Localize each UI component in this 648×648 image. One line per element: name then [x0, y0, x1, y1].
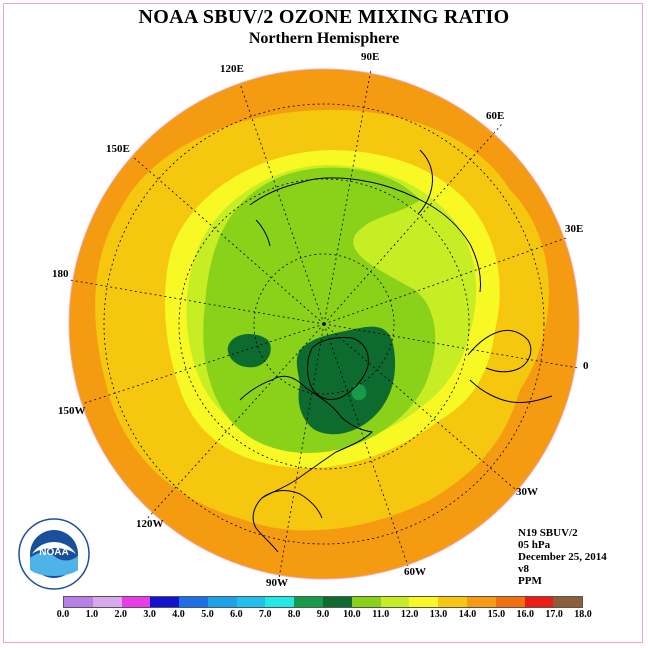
date-label: December 25, 2014: [518, 551, 607, 563]
legend-tick-label: 13.0: [429, 609, 448, 620]
legend-swatch-13: [438, 597, 467, 607]
legend-swatch-10: [351, 597, 381, 607]
lon-label-90w: 90W: [266, 577, 288, 589]
lon-label-60w: 60W: [404, 566, 426, 578]
ozone-high-aleutian: [227, 334, 271, 368]
legend-swatch-12: [409, 597, 439, 607]
meridian-120w: [145, 323, 325, 521]
legend-swatch-0: [64, 597, 93, 607]
legend-swatch-2: [121, 597, 151, 607]
latitude-circle-30n: [178, 178, 470, 470]
legend-tick-label: 7.0: [258, 609, 272, 620]
logo-gull: [32, 542, 76, 554]
meridian-90e: [323, 68, 372, 325]
legend-swatch-17: [553, 597, 583, 607]
pressure-label: 05 hPa: [518, 539, 551, 551]
legend-swatch-5: [207, 597, 237, 607]
legend-swatch-14: [466, 597, 496, 607]
legend-tick-label: 6.0: [230, 609, 243, 620]
lon-label-150e: 150E: [106, 143, 130, 155]
legend-swatch-8: [294, 597, 324, 607]
info-block: N19 SBUV/2 05 hPa December 25, 2014 v8 P…: [518, 527, 607, 587]
asia-coast: [249, 177, 481, 293]
legend-tick-label: 12.0: [400, 609, 419, 620]
disk-border: [68, 68, 580, 580]
legend-tick-label: 10.0: [343, 609, 361, 620]
legend-tick-label: 18.0: [574, 609, 592, 620]
legend-tick-label: 3.0: [143, 609, 156, 620]
units-label: PPM: [518, 575, 542, 587]
logo-wave: [30, 552, 78, 576]
legend-swatch-9: [323, 597, 352, 607]
legend-tick-label: 15.0: [487, 609, 506, 620]
legend-tick-labels: 0.0 1.0 2.0 3.0 4.0 5.0 6.0 7.0 8.0 9.0 10.0 11.0 12…: [57, 609, 592, 623]
logo-text: NOAA: [39, 547, 68, 558]
map-frame: [3, 3, 643, 643]
lon-label-30e: 30E: [565, 223, 584, 235]
legend-tick-label: 8.0: [287, 609, 301, 620]
legend-tick-label: 14.0: [458, 609, 477, 620]
satellite-label: N19 SBUV/2: [518, 527, 578, 539]
india-coast: [417, 149, 433, 215]
color-legend: [63, 596, 583, 608]
legend-tick-label: 9.0: [316, 609, 330, 620]
legend-tick-label: 1.0: [85, 609, 99, 620]
legend-tick-label: 5.0: [201, 609, 214, 620]
legend-tick-label: 11.0: [372, 609, 390, 620]
legend-swatch-7: [265, 597, 295, 607]
lon-label-180: 180: [52, 268, 69, 280]
legend-tick-label: 17.0: [545, 609, 563, 620]
africa-coast: [469, 379, 553, 403]
gulf-coast: [261, 490, 323, 519]
lon-label-30w: 30W: [516, 486, 538, 498]
europe-coast: [467, 329, 532, 373]
legend-tick-label: 16.0: [516, 609, 534, 620]
lon-label-0: 0: [583, 360, 589, 372]
noaa-logo: NOAA: [18, 518, 90, 590]
legend-swatch-11: [380, 597, 410, 607]
meridian-30w: [323, 323, 517, 491]
legend-tick-label: 0.0: [56, 609, 70, 620]
meridian-120e: [239, 83, 325, 325]
legend-swatch-4: [179, 597, 208, 607]
lon-label-150w: 150W: [58, 405, 86, 417]
lon-label-120e: 120E: [220, 63, 244, 75]
legend-swatch-3: [150, 597, 180, 607]
latitude-circle-0: [103, 103, 545, 545]
legend-swatch-16: [524, 597, 554, 607]
map-subtitle: Northern Hemisphere: [248, 30, 400, 47]
lat-lon-grid: [69, 68, 579, 579]
legend-tick-label: 4.0: [172, 609, 185, 620]
ozone-high-inner: [351, 384, 367, 401]
continent-outlines: [239, 149, 553, 553]
version-label: v8: [518, 563, 529, 575]
legend-tick-label: 2.0: [114, 609, 128, 620]
legend-swatch-1: [92, 597, 122, 607]
ozone-high-polar: [296, 326, 396, 435]
legend-swatch-6: [236, 597, 266, 607]
lon-label-90e: 90E: [361, 51, 380, 63]
lon-label-120w: 120W: [136, 518, 164, 530]
map-title: NOAA SBUV/2 OZONE MIXING RATIO: [138, 6, 510, 28]
greenland-coast: [307, 337, 369, 401]
japan-coast: [255, 219, 271, 247]
latitude-circle-60n: [253, 253, 395, 395]
north-america-coast: [239, 375, 374, 553]
legend-swatch-15: [495, 597, 525, 607]
lon-label-60e: 60E: [486, 110, 505, 122]
